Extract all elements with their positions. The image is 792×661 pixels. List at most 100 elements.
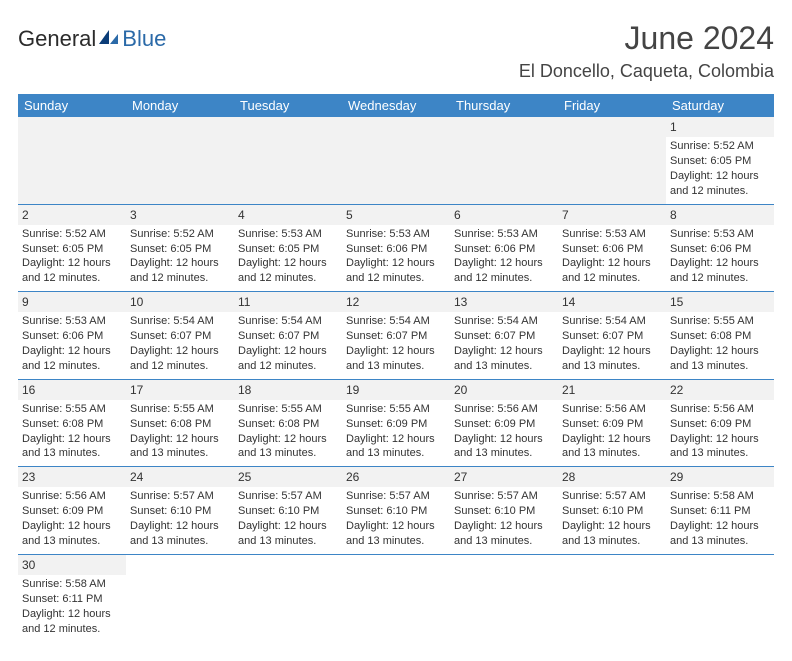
sunrise-text: Sunrise: 5:58 AM bbox=[670, 489, 770, 504]
weekday-header: Sunday bbox=[18, 94, 126, 117]
calendar-day-cell bbox=[234, 117, 342, 204]
calendar-week: 16Sunrise: 5:55 AMSunset: 6:08 PMDayligh… bbox=[18, 379, 774, 467]
daylight-text: Daylight: 12 hours bbox=[22, 607, 122, 622]
sunrise-text: Sunrise: 5:57 AM bbox=[562, 489, 662, 504]
calendar-day-cell: 19Sunrise: 5:55 AMSunset: 6:09 PMDayligh… bbox=[342, 379, 450, 467]
sunrise-text: Sunrise: 5:55 AM bbox=[346, 402, 446, 417]
daylight-text: Daylight: 12 hours bbox=[670, 169, 770, 184]
calendar-body: 1Sunrise: 5:52 AMSunset: 6:05 PMDaylight… bbox=[18, 117, 774, 641]
calendar-day-cell bbox=[666, 554, 774, 641]
sunrise-text: Sunrise: 5:56 AM bbox=[22, 489, 122, 504]
sunset-text: Sunset: 6:10 PM bbox=[130, 504, 230, 519]
daylight-text: Daylight: 12 hours bbox=[670, 256, 770, 271]
sunset-text: Sunset: 6:06 PM bbox=[562, 242, 662, 257]
sunrise-text: Sunrise: 5:57 AM bbox=[130, 489, 230, 504]
day-number: 20 bbox=[450, 380, 558, 400]
day-number: 9 bbox=[18, 292, 126, 312]
calendar-day-cell: 1Sunrise: 5:52 AMSunset: 6:05 PMDaylight… bbox=[666, 117, 774, 204]
calendar-day-cell: 29Sunrise: 5:58 AMSunset: 6:11 PMDayligh… bbox=[666, 467, 774, 555]
calendar-day-cell: 15Sunrise: 5:55 AMSunset: 6:08 PMDayligh… bbox=[666, 292, 774, 380]
sunrise-text: Sunrise: 5:56 AM bbox=[562, 402, 662, 417]
sunrise-text: Sunrise: 5:54 AM bbox=[130, 314, 230, 329]
sunrise-text: Sunrise: 5:53 AM bbox=[22, 314, 122, 329]
daylight-text: Daylight: 12 hours bbox=[454, 519, 554, 534]
calendar-day-cell bbox=[450, 554, 558, 641]
sunrise-text: Sunrise: 5:57 AM bbox=[454, 489, 554, 504]
sunset-text: Sunset: 6:07 PM bbox=[346, 329, 446, 344]
sunset-text: Sunset: 6:05 PM bbox=[238, 242, 338, 257]
header-row: General Blue June 2024 El Doncello, Caqu… bbox=[18, 20, 774, 82]
day-number: 23 bbox=[18, 467, 126, 487]
calendar-day-cell bbox=[126, 554, 234, 641]
day-number: 25 bbox=[234, 467, 342, 487]
daylight-text: Daylight: 12 hours bbox=[562, 432, 662, 447]
day-number: 13 bbox=[450, 292, 558, 312]
daylight-text: and 12 minutes. bbox=[346, 271, 446, 286]
daylight-text: and 12 minutes. bbox=[130, 271, 230, 286]
calendar-day-cell: 3Sunrise: 5:52 AMSunset: 6:05 PMDaylight… bbox=[126, 204, 234, 292]
day-number: 4 bbox=[234, 205, 342, 225]
daylight-text: and 13 minutes. bbox=[562, 446, 662, 461]
daylight-text: Daylight: 12 hours bbox=[238, 519, 338, 534]
calendar-day-cell: 12Sunrise: 5:54 AMSunset: 6:07 PMDayligh… bbox=[342, 292, 450, 380]
calendar-day-cell: 20Sunrise: 5:56 AMSunset: 6:09 PMDayligh… bbox=[450, 379, 558, 467]
sunset-text: Sunset: 6:09 PM bbox=[562, 417, 662, 432]
daylight-text: Daylight: 12 hours bbox=[130, 432, 230, 447]
daylight-text: and 12 minutes. bbox=[238, 271, 338, 286]
sunrise-text: Sunrise: 5:54 AM bbox=[562, 314, 662, 329]
daylight-text: Daylight: 12 hours bbox=[346, 519, 446, 534]
daylight-text: and 12 minutes. bbox=[22, 622, 122, 637]
daylight-text: and 13 minutes. bbox=[562, 359, 662, 374]
brand-part1: General bbox=[18, 26, 96, 52]
daylight-text: and 13 minutes. bbox=[22, 446, 122, 461]
daylight-text: Daylight: 12 hours bbox=[454, 432, 554, 447]
day-number: 18 bbox=[234, 380, 342, 400]
daylight-text: Daylight: 12 hours bbox=[670, 432, 770, 447]
calendar-day-cell: 9Sunrise: 5:53 AMSunset: 6:06 PMDaylight… bbox=[18, 292, 126, 380]
calendar-day-cell: 28Sunrise: 5:57 AMSunset: 6:10 PMDayligh… bbox=[558, 467, 666, 555]
calendar-day-cell: 5Sunrise: 5:53 AMSunset: 6:06 PMDaylight… bbox=[342, 204, 450, 292]
daylight-text: and 13 minutes. bbox=[130, 534, 230, 549]
sunrise-text: Sunrise: 5:57 AM bbox=[238, 489, 338, 504]
sunset-text: Sunset: 6:05 PM bbox=[670, 154, 770, 169]
daylight-text: and 13 minutes. bbox=[670, 534, 770, 549]
calendar-day-cell bbox=[450, 117, 558, 204]
sunset-text: Sunset: 6:10 PM bbox=[238, 504, 338, 519]
sunset-text: Sunset: 6:06 PM bbox=[454, 242, 554, 257]
weekday-header: Wednesday bbox=[342, 94, 450, 117]
calendar-week: 2Sunrise: 5:52 AMSunset: 6:05 PMDaylight… bbox=[18, 204, 774, 292]
daylight-text: and 13 minutes. bbox=[346, 446, 446, 461]
sunrise-text: Sunrise: 5:54 AM bbox=[238, 314, 338, 329]
sunrise-text: Sunrise: 5:52 AM bbox=[130, 227, 230, 242]
daylight-text: and 12 minutes. bbox=[670, 184, 770, 199]
sunrise-text: Sunrise: 5:58 AM bbox=[22, 577, 122, 592]
sunset-text: Sunset: 6:07 PM bbox=[562, 329, 662, 344]
sunrise-text: Sunrise: 5:53 AM bbox=[346, 227, 446, 242]
day-number: 16 bbox=[18, 380, 126, 400]
calendar-week: 1Sunrise: 5:52 AMSunset: 6:05 PMDaylight… bbox=[18, 117, 774, 204]
daylight-text: Daylight: 12 hours bbox=[454, 344, 554, 359]
day-number: 30 bbox=[18, 555, 126, 575]
daylight-text: and 13 minutes. bbox=[670, 359, 770, 374]
daylight-text: Daylight: 12 hours bbox=[238, 432, 338, 447]
daylight-text: and 13 minutes. bbox=[454, 534, 554, 549]
day-number: 6 bbox=[450, 205, 558, 225]
sunset-text: Sunset: 6:06 PM bbox=[22, 329, 122, 344]
sunrise-text: Sunrise: 5:53 AM bbox=[562, 227, 662, 242]
calendar-day-cell: 10Sunrise: 5:54 AMSunset: 6:07 PMDayligh… bbox=[126, 292, 234, 380]
calendar-table: SundayMondayTuesdayWednesdayThursdayFrid… bbox=[18, 94, 774, 641]
calendar-day-cell: 26Sunrise: 5:57 AMSunset: 6:10 PMDayligh… bbox=[342, 467, 450, 555]
calendar-day-cell: 6Sunrise: 5:53 AMSunset: 6:06 PMDaylight… bbox=[450, 204, 558, 292]
day-number: 8 bbox=[666, 205, 774, 225]
sunset-text: Sunset: 6:07 PM bbox=[454, 329, 554, 344]
daylight-text: and 13 minutes. bbox=[454, 446, 554, 461]
day-number: 1 bbox=[666, 117, 774, 137]
calendar-day-cell bbox=[126, 117, 234, 204]
sunset-text: Sunset: 6:07 PM bbox=[238, 329, 338, 344]
daylight-text: Daylight: 12 hours bbox=[562, 519, 662, 534]
calendar-day-cell: 16Sunrise: 5:55 AMSunset: 6:08 PMDayligh… bbox=[18, 379, 126, 467]
sunrise-text: Sunrise: 5:53 AM bbox=[670, 227, 770, 242]
sunset-text: Sunset: 6:11 PM bbox=[670, 504, 770, 519]
sunset-text: Sunset: 6:11 PM bbox=[22, 592, 122, 607]
day-number: 19 bbox=[342, 380, 450, 400]
